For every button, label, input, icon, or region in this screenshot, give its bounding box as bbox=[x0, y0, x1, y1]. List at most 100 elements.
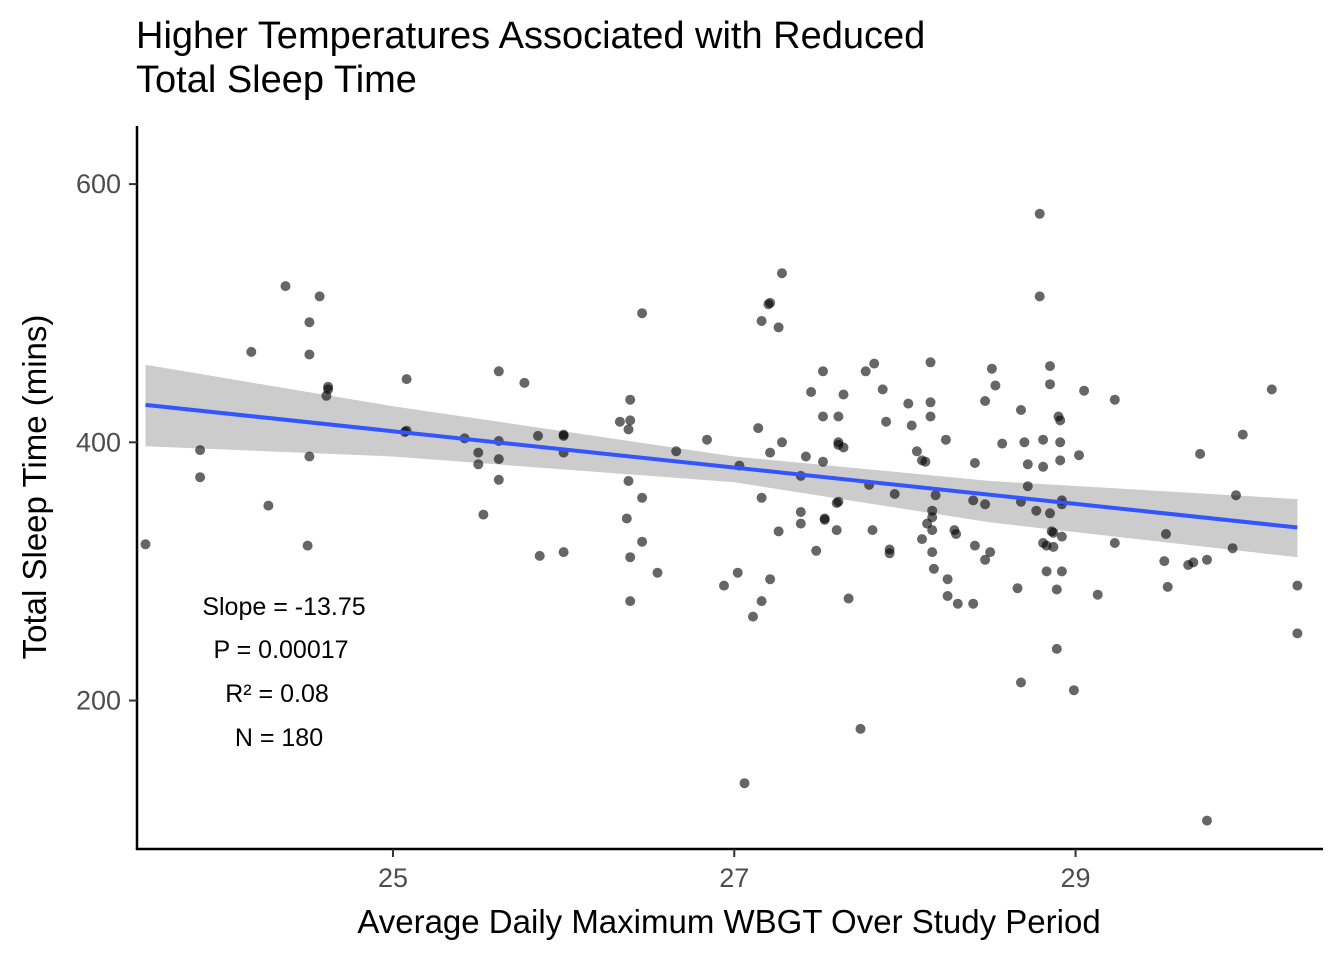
data-point bbox=[881, 416, 892, 427]
y-ticks: 200 400 600 bbox=[76, 169, 137, 716]
data-point bbox=[1202, 815, 1212, 826]
data-point bbox=[1195, 448, 1206, 459]
data-point bbox=[1055, 437, 1066, 448]
data-point bbox=[493, 366, 504, 377]
data-point bbox=[637, 536, 648, 547]
data-point bbox=[990, 380, 1001, 391]
y-tick-label: 600 bbox=[76, 169, 121, 199]
data-point bbox=[1055, 415, 1066, 426]
data-point bbox=[1266, 384, 1277, 395]
data-point bbox=[800, 451, 811, 462]
data-point bbox=[795, 507, 806, 517]
data-point bbox=[302, 540, 313, 551]
data-point bbox=[928, 563, 939, 574]
annotation-r-squared: R² = 0.08 bbox=[225, 680, 329, 708]
data-point bbox=[1159, 556, 1170, 567]
data-point bbox=[763, 299, 774, 310]
data-point bbox=[969, 458, 980, 468]
chart-title-line-1: Higher Temperatures Associated with Redu… bbox=[136, 15, 926, 57]
data-point bbox=[927, 547, 938, 558]
data-point bbox=[1048, 527, 1059, 538]
confidence-band-layer bbox=[145, 364, 1298, 558]
data-point bbox=[558, 547, 569, 558]
data-point bbox=[1079, 385, 1090, 396]
data-point bbox=[1051, 584, 1062, 595]
data-point bbox=[884, 548, 895, 559]
data-point bbox=[777, 268, 787, 279]
data-point bbox=[1022, 459, 1033, 470]
data-point bbox=[493, 474, 504, 485]
data-point bbox=[625, 596, 636, 607]
data-point bbox=[980, 499, 991, 510]
data-point bbox=[833, 496, 844, 507]
data-point bbox=[806, 387, 817, 397]
data-point bbox=[1016, 405, 1026, 415]
data-point bbox=[1034, 291, 1045, 302]
data-point bbox=[773, 526, 784, 537]
data-point bbox=[795, 518, 806, 529]
data-point bbox=[819, 514, 830, 525]
data-point bbox=[493, 454, 504, 465]
chart-title-line-2: Total Sleep Time bbox=[136, 59, 417, 101]
data-point bbox=[621, 513, 632, 524]
data-point bbox=[843, 593, 854, 604]
data-point bbox=[855, 723, 866, 734]
data-point bbox=[719, 580, 729, 591]
data-point bbox=[1041, 566, 1052, 577]
data-point bbox=[671, 446, 682, 457]
data-point bbox=[1019, 437, 1030, 448]
data-point bbox=[1056, 566, 1067, 577]
data-point bbox=[753, 423, 764, 434]
data-point bbox=[942, 591, 953, 601]
data-point bbox=[1109, 538, 1120, 548]
data-point bbox=[1231, 490, 1241, 501]
data-point bbox=[968, 495, 979, 506]
data-point bbox=[773, 322, 784, 333]
data-point bbox=[652, 567, 663, 578]
data-point bbox=[927, 525, 938, 536]
data-point bbox=[756, 492, 767, 503]
data-point bbox=[195, 445, 206, 456]
data-point bbox=[951, 529, 962, 539]
data-point bbox=[917, 534, 927, 545]
data-point bbox=[838, 442, 849, 453]
data-point bbox=[765, 574, 776, 585]
data-point bbox=[1055, 455, 1066, 466]
confidence-band bbox=[145, 364, 1298, 558]
data-point bbox=[478, 509, 489, 520]
y-tick-label: 200 bbox=[76, 686, 121, 716]
data-point bbox=[519, 377, 530, 388]
data-point bbox=[818, 366, 828, 377]
data-point bbox=[1045, 508, 1055, 519]
data-point bbox=[980, 554, 991, 565]
stats-annotation: Slope = -13.75 P = 0.00017 R² = 0.08 N =… bbox=[202, 593, 365, 752]
data-point bbox=[1188, 557, 1199, 568]
data-point bbox=[920, 456, 931, 467]
data-point bbox=[195, 472, 206, 483]
data-point bbox=[304, 317, 315, 328]
x-tick-label: 27 bbox=[719, 863, 749, 893]
data-point bbox=[952, 598, 963, 609]
data-point bbox=[1048, 541, 1059, 552]
data-point bbox=[614, 416, 625, 427]
data-point bbox=[533, 430, 543, 441]
data-point bbox=[1161, 529, 1171, 539]
data-point bbox=[558, 430, 569, 441]
data-point bbox=[246, 346, 257, 357]
x-axis-title: Average Daily Maximum WBGT Over Study Pe… bbox=[357, 903, 1100, 940]
data-point bbox=[765, 447, 776, 458]
data-point bbox=[925, 411, 936, 422]
data-point bbox=[732, 567, 743, 578]
data-point bbox=[1051, 643, 1062, 654]
data-point bbox=[811, 545, 822, 556]
data-point bbox=[1227, 543, 1238, 554]
data-point bbox=[906, 420, 917, 431]
annotation-n: N = 180 bbox=[235, 724, 323, 752]
data-point bbox=[304, 349, 315, 360]
data-point bbox=[263, 500, 274, 511]
data-point bbox=[1022, 481, 1033, 492]
data-point bbox=[818, 456, 828, 467]
data-point bbox=[304, 451, 315, 462]
data-point bbox=[1038, 434, 1049, 445]
